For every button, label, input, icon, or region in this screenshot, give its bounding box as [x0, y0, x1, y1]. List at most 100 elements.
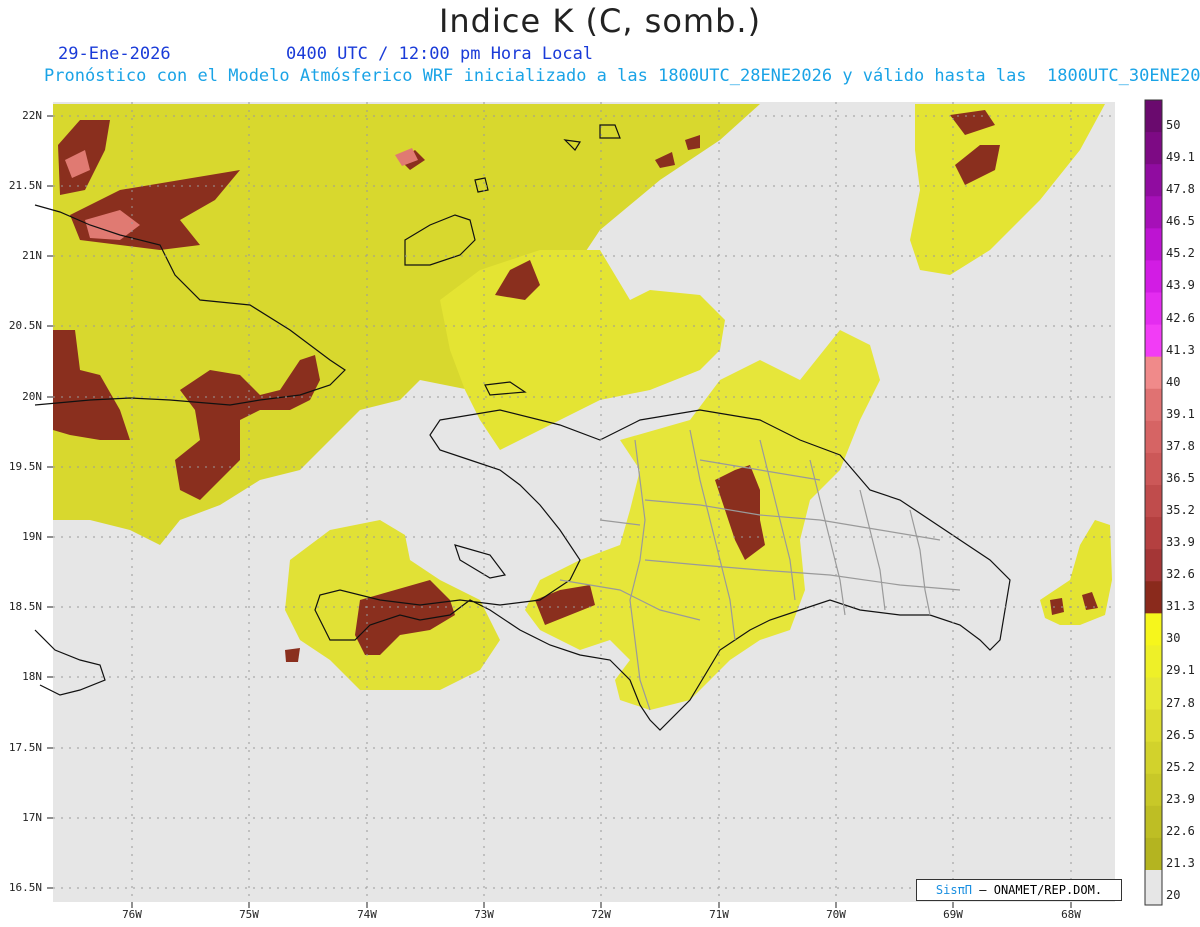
lat-label: 19.5N: [8, 460, 42, 473]
map-title: Indice K (C, somb.): [438, 2, 762, 40]
yellow-field-east-bahamas: [910, 104, 1105, 275]
credit-text: – ONAMET/REP.DOM.: [979, 883, 1103, 897]
colorbar-label: 26.5: [1166, 727, 1195, 742]
yellow-field-hispaniola: [525, 330, 880, 710]
k-index-brown-patches: [53, 110, 1098, 662]
border-haiti-dr: [629, 439, 651, 711]
lon-label: 75W: [239, 908, 259, 921]
lon-label: 74W: [357, 908, 377, 921]
colorbar-swatch: [1145, 517, 1162, 550]
colorbar-swatch: [1145, 100, 1162, 133]
lat-label: 17.5N: [8, 741, 42, 754]
colorbar-swatch: [1145, 709, 1162, 743]
colorbar-swatch: [1145, 196, 1162, 229]
lat-label: 17N: [22, 811, 42, 824]
k-index-pink-patches: [65, 148, 418, 240]
colorbar-swatch: [1145, 324, 1162, 358]
coast-cuba: [34, 204, 346, 406]
colorbar-label: 36.5: [1166, 470, 1195, 485]
brown-patch-bahamas-3: [955, 145, 1000, 185]
coast-caicos: [484, 381, 527, 396]
colorbar-label: 32.6: [1166, 567, 1195, 582]
coast-mayaguana: [563, 139, 582, 151]
colorbar-swatch: [1145, 420, 1162, 454]
colorbar-swatch: [1145, 388, 1162, 422]
colorbar-label: 42.6: [1166, 310, 1195, 325]
lat-label: 22N: [22, 109, 42, 122]
coast-acklins: [599, 124, 621, 139]
forecast-date: 29-Ene-2026: [58, 44, 171, 64]
colorbar-label: 29.1: [1166, 663, 1195, 678]
credit-box: SisπΠ – ONAMET/REP.DOM.: [916, 879, 1122, 901]
colorbar-swatch: [1145, 132, 1162, 165]
pink-patch-north: [395, 148, 418, 166]
forecast-time: 0400 UTC / 12:00 pm Hora Local: [286, 44, 594, 64]
colorbar-swatch: [1145, 356, 1162, 390]
colorbar-swatch: [1145, 549, 1162, 582]
pink-patch-cuba-west: [65, 150, 90, 178]
lat-label: 16.5N: [8, 881, 42, 894]
colorbar-label: 45.2: [1166, 246, 1195, 261]
lon-label: 68W: [1061, 908, 1081, 921]
colorbar-label: 46.5: [1166, 214, 1195, 229]
lon-label: 70W: [826, 908, 846, 921]
brown-patch-cordillera: [715, 465, 765, 560]
lon-label: 72W: [591, 908, 611, 921]
colorbar-label: 49.1: [1166, 150, 1195, 165]
colorbar-label: 22.6: [1166, 823, 1195, 838]
brown-patch-east-a: [1050, 598, 1064, 615]
colorbar-swatch: [1145, 260, 1162, 293]
yellow-field-bahamas: [440, 250, 725, 450]
colorbar: [1145, 100, 1162, 905]
colorbar-swatch: [1145, 677, 1162, 711]
colorbar-swatch: [1145, 773, 1162, 807]
lon-label: 71W: [709, 908, 729, 921]
brown-patch-haiti-south: [355, 580, 455, 655]
lat-label: 18.5N: [8, 600, 42, 613]
colorbar-label: 23.9: [1166, 791, 1195, 806]
colorbar-swatch: [1145, 452, 1162, 486]
colorbar-swatch: [1145, 292, 1162, 326]
brown-patch-small-3: [685, 135, 700, 150]
lat-label: 20N: [22, 390, 42, 403]
brown-patch-bahamas-2: [950, 110, 995, 135]
colorbar-swatch-below: [1145, 870, 1162, 905]
coast-gonave: [454, 544, 507, 579]
colorbar-label: 20: [1166, 888, 1181, 902]
lon-label: 69W: [943, 908, 963, 921]
colorbar-swatch: [1145, 613, 1162, 646]
lon-label: 76W: [122, 908, 142, 921]
colorbar-label: 27.8: [1166, 695, 1195, 710]
lat-label: 18N: [22, 670, 42, 683]
colorbar-swatch: [1145, 228, 1162, 261]
colorbar-swatch: [1145, 164, 1162, 197]
lon-label: 73W: [474, 908, 494, 921]
pink-patch-cuba-central: [85, 210, 140, 240]
lat-label: 21.5N: [8, 179, 42, 192]
sispi-logo: SisπΠ: [935, 883, 973, 897]
brown-patch-small-2: [655, 152, 675, 168]
colorbar-swatch: [1145, 645, 1162, 678]
lat-label: 19N: [22, 530, 42, 543]
coast-hispaniola: [314, 409, 1011, 731]
coast-island-small: [474, 177, 489, 193]
forecast-subtitle: Pronóstico con el Modelo Atmósferico WRF…: [44, 66, 1200, 86]
colorbar-swatch: [1145, 485, 1162, 518]
colorbar-swatch: [1145, 837, 1162, 871]
colorbar-label: 21.3: [1166, 855, 1195, 870]
axis-ticks: [47, 115, 1072, 908]
lat-label: 21N: [22, 249, 42, 262]
colorbar-label: 43.9: [1166, 278, 1195, 293]
colorbar-label: 39.1: [1166, 406, 1195, 421]
coast-jamaica-west: [34, 629, 106, 696]
colorbar-label: 31.3: [1166, 599, 1195, 614]
coastlines: [34, 124, 1011, 731]
brown-patch-haiti-centre: [535, 585, 595, 625]
colorbar-swatch: [1145, 805, 1162, 839]
brown-patch-oriente: [175, 355, 320, 500]
lat-label: 20.5N: [8, 319, 42, 332]
colorbar-label: 40: [1166, 374, 1181, 389]
colorbar-frame: [1144, 99, 1163, 906]
graticule: [53, 102, 1115, 902]
